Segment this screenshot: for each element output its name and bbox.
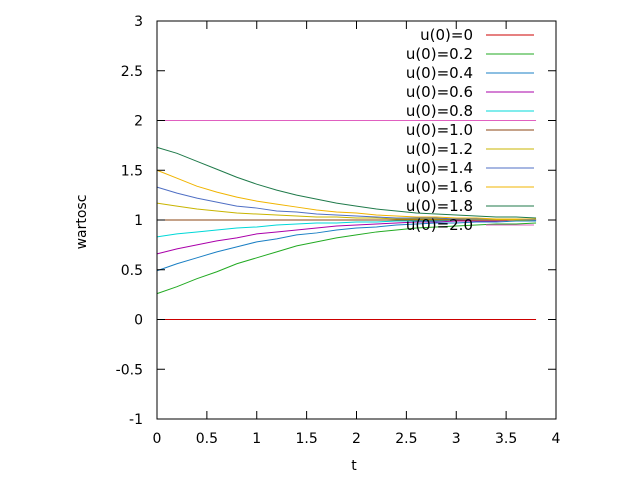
- series-line-9: [156, 146, 537, 219]
- y-tick-label-6: 2: [134, 114, 143, 130]
- legend-label-8: u(0)=1.6: [406, 178, 473, 196]
- y-tick-label-5: 1.5: [121, 163, 143, 179]
- legend-label-3: u(0)=0.6: [406, 83, 473, 101]
- legend-label-1: u(0)=0.2: [406, 45, 473, 63]
- y-tick-label-4: 1: [134, 213, 143, 229]
- x-tick-label-0: 0: [153, 431, 162, 447]
- y-tick-label-7: 2.5: [121, 64, 143, 80]
- legend-label-10: u(0)=2.0: [406, 216, 473, 234]
- x-tick-label-7: 3.5: [495, 431, 517, 447]
- x-tick-label-4: 2: [352, 431, 361, 447]
- legend-label-6: u(0)=1.2: [406, 140, 473, 158]
- legend-label-2: u(0)=0.4: [406, 64, 473, 82]
- x-tick-label-3: 1.5: [295, 431, 317, 447]
- x-axis-label: t: [351, 458, 357, 474]
- legend: u(0)=0u(0)=0.2u(0)=0.4u(0)=0.6u(0)=0.8u(…: [406, 26, 534, 234]
- legend-label-7: u(0)=1.4: [406, 159, 473, 177]
- x-tick-label-6: 3: [452, 431, 461, 447]
- legend-label-4: u(0)=0.8: [406, 102, 473, 120]
- x-tick-label-8: 4: [552, 431, 561, 447]
- axes-layer: 0 0.5 1 1.5 2 2.5 3 3.5 4 -1 -0.5 0 0.5 1 1.5 2 2.5 3: [116, 14, 561, 447]
- series-line-3: [156, 219, 537, 255]
- series-line-8: [156, 169, 537, 220]
- series-line-2: [156, 220, 537, 272]
- legend-label-9: u(0)=1.8: [406, 197, 473, 215]
- x-tick-label-2: 1: [252, 431, 261, 447]
- y-tick-label-8: 3: [134, 14, 143, 30]
- series-line-6: [156, 202, 537, 221]
- x-tick-label-5: 2.5: [395, 431, 417, 447]
- y-tick-label-0: -1: [129, 412, 143, 428]
- y-axis-label: wartosc: [74, 195, 90, 250]
- series-line-1: [156, 222, 537, 295]
- x-tick-label-1: 0.5: [196, 431, 218, 447]
- legend-label-0: u(0)=0: [420, 26, 473, 44]
- series-line-7: [156, 186, 537, 221]
- series-layer: [156, 120, 537, 320]
- y-tick-label-3: 0.5: [121, 263, 143, 279]
- y-tick-label-1: -0.5: [116, 362, 143, 378]
- legend-label-5: u(0)=1.0: [406, 121, 473, 139]
- y-tick-label-2: 0: [134, 313, 143, 329]
